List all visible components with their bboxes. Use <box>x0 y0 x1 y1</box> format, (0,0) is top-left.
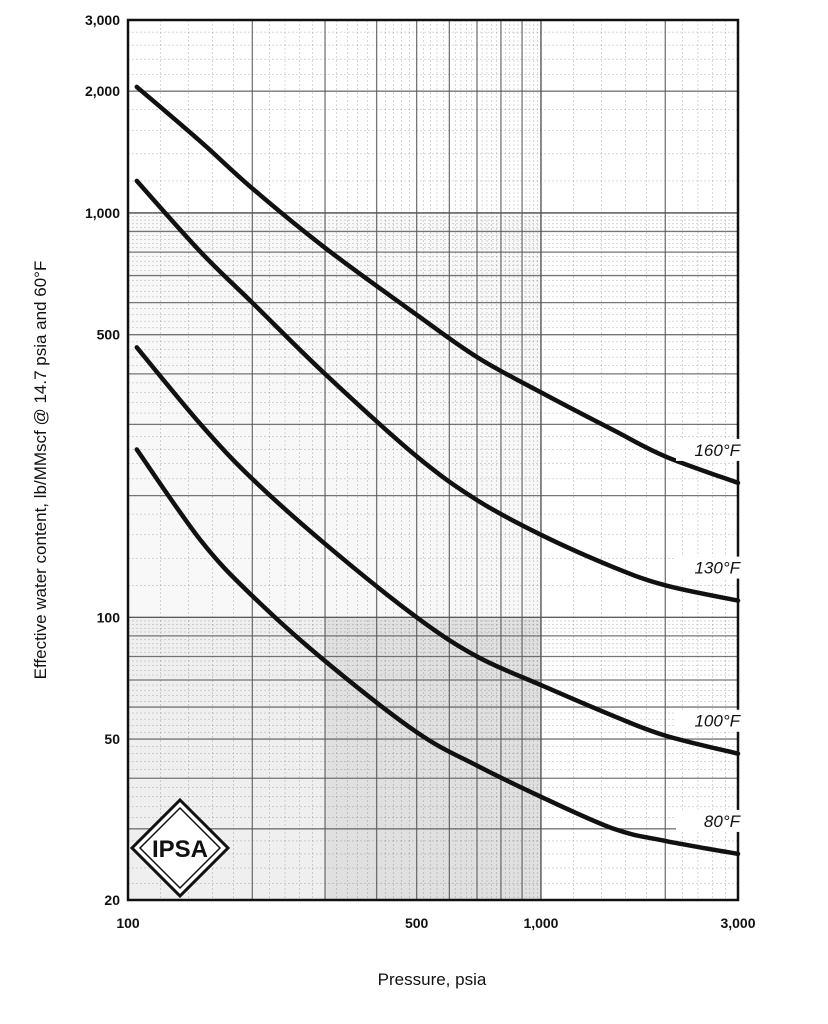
shade-region-dense <box>325 617 541 900</box>
y-tick-label: 20 <box>104 892 120 908</box>
y-axis-title: Effective water content, lb/MMscf @ 14.7… <box>31 261 50 680</box>
curve-label: 80°F <box>704 812 742 831</box>
x-tick-label: 100 <box>116 915 140 931</box>
curve-100f <box>134 345 741 756</box>
curves: 160°F 130°F 100°F 80°F <box>134 84 742 857</box>
curve-label-bg <box>676 556 740 579</box>
x-tick-label: 1,000 <box>523 915 558 931</box>
logo: IPSA <box>129 797 231 899</box>
y-tick-label: 500 <box>97 327 121 343</box>
y-tick-label: 100 <box>97 609 121 625</box>
curve-label-bg <box>676 438 740 461</box>
x-tick-label: 500 <box>405 915 429 931</box>
shaded-regions <box>128 212 541 900</box>
curve-160f <box>134 84 741 486</box>
y-tick-label: 1,000 <box>85 205 120 221</box>
x-tick-label: 3,000 <box>720 915 755 931</box>
x-axis-title: Pressure, psia <box>378 970 487 989</box>
logo-diamond <box>129 797 231 899</box>
curve-label-bg <box>676 809 740 832</box>
logo-diamond-inner <box>138 806 222 890</box>
y-tick-label: 3,000 <box>85 12 120 28</box>
curve-label: 130°F <box>694 559 741 578</box>
y-tick-label: 50 <box>104 731 120 747</box>
tick-labels: 100 500 1,000 3,000 3,000 2,000 1,000 500 100 50 2… <box>85 12 756 931</box>
curve-130f <box>134 178 741 603</box>
curve-label: 160°F <box>694 441 741 460</box>
curve-80f <box>134 447 741 857</box>
curve-label: 100°F <box>694 712 741 731</box>
y-tick-label: 2,000 <box>85 83 120 99</box>
logo-text: IPSA <box>152 836 208 863</box>
curve-label-bg <box>676 709 740 732</box>
